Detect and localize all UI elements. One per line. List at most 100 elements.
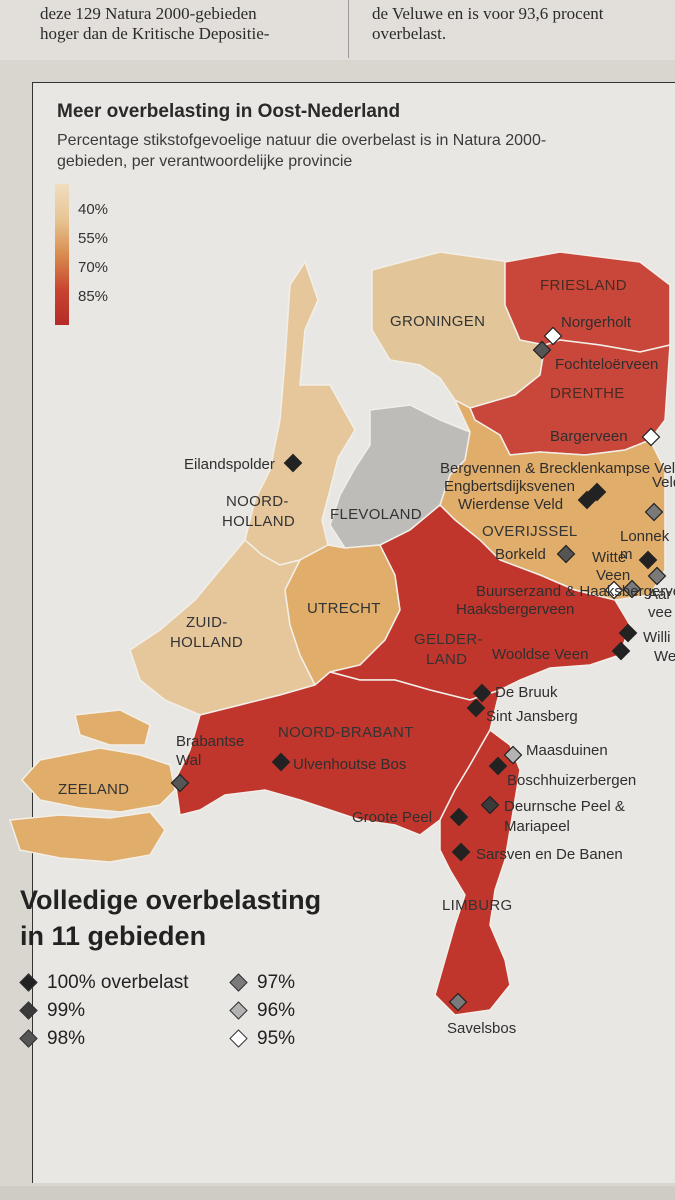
area-marker-icon — [622, 579, 642, 599]
area-marker-icon — [647, 566, 667, 586]
legend-title-line: Volledige overbelasting — [20, 885, 322, 915]
label-gelderland-1: GELDER- — [414, 631, 483, 648]
legend-item-95: 95% — [229, 1028, 296, 1050]
scale-label-40: 40% — [78, 201, 109, 218]
area-label-fochteloerveen: Fochteloërveen — [555, 356, 658, 373]
label-zuid-holland-2: HOLLAND — [170, 634, 243, 651]
area-marker-icon — [283, 453, 303, 473]
top-line: overbelast. — [372, 24, 447, 43]
column-rule — [348, 0, 349, 58]
label-utrecht: UTRECHT — [307, 600, 381, 617]
legend-item-label: 95% — [257, 1028, 296, 1049]
diamond-icon — [19, 1001, 38, 1021]
area-label-eilandspolder: Eilandspolder — [184, 456, 275, 473]
area-label-veld: Veld — [652, 474, 675, 491]
area-label-brabantse: Brabantse — [176, 733, 244, 750]
map-subtitle: Percentage stikstofgevoelige natuur die … — [57, 132, 547, 170]
legend-item-98: 98% — [19, 1028, 86, 1050]
label-gelderland-2: LAND — [426, 651, 467, 668]
area-marker-icon — [488, 756, 508, 776]
scale-label-55: 55% — [78, 230, 109, 247]
area-label-lonnek-2: m — [620, 546, 633, 563]
area-marker-icon — [543, 326, 563, 346]
color-scale-bar — [55, 184, 69, 325]
label-zuid-holland-1: ZUID- — [186, 614, 228, 631]
area-label-aar: Aar — [648, 586, 671, 603]
area-marker-icon — [577, 490, 597, 510]
area-label-witte-veen-2: Veen — [596, 567, 630, 584]
province-zeeland — [8, 709, 176, 863]
diamond-icon — [229, 973, 248, 993]
label-friesland: FRIESLAND — [540, 277, 627, 294]
label-drenthe: DRENTHE — [550, 385, 625, 402]
area-label-vee: vee — [648, 604, 672, 621]
label-noord-holland-2: HOLLAND — [222, 513, 295, 530]
area-marker-icon — [644, 502, 664, 522]
legend-title: Volledige overbelasting in 11 gebieden — [20, 882, 321, 954]
scale-label-70: 70% — [78, 259, 109, 276]
area-label-buurserzand: Buurserzand & Haaksbergerveen — [476, 583, 675, 600]
province-limburg — [434, 728, 521, 1016]
area-marker-icon — [611, 641, 631, 661]
label-flevoland: FLEVOLAND — [330, 506, 422, 523]
diamond-icon — [229, 1001, 248, 1021]
area-marker-icon — [170, 773, 190, 793]
legend-item-96: 96% — [229, 1000, 296, 1022]
area-markers — [170, 326, 667, 1012]
legend-item-label: 96% — [257, 1000, 296, 1021]
area-label-we: We — [654, 648, 675, 665]
area-label-norgerholt: Norgerholt — [561, 314, 632, 331]
scale-label-85: 85% — [78, 288, 109, 305]
area-marker-icon — [480, 795, 500, 815]
area-label-willi: Willi — [643, 629, 671, 646]
area-marker-icon — [556, 544, 576, 564]
area-label-boschhuizerbergen: Boschhuizerbergen — [507, 772, 636, 789]
area-label-lonnek: Lonnek — [620, 528, 670, 545]
diamond-icon — [19, 973, 38, 993]
area-label-de-bruuk: De Bruuk — [495, 684, 558, 701]
province-gelderland — [329, 503, 631, 701]
label-groningen: GRONINGEN — [390, 313, 485, 330]
area-marker-icon — [472, 683, 492, 703]
area-label-savelsbos: Savelsbos — [447, 1020, 516, 1037]
area-marker-icon — [451, 842, 471, 862]
legend-item-100: 100% overbelast — [19, 972, 189, 994]
area-label-wooldse-veen: Wooldse Veen — [492, 646, 588, 663]
area-label-groote-peel: Groote Peel — [352, 809, 432, 826]
area-label-sarsven: Sarsven en De Banen — [476, 846, 623, 863]
area-label-wierdense-veld: Wierdense Veld — [458, 496, 563, 513]
top-line: de Veluwe en is voor 93,6 procent — [372, 4, 604, 23]
label-overijssel: OVERIJSSEL — [482, 523, 578, 540]
label-limburg: LIMBURG — [442, 897, 512, 914]
province-noord-holland — [244, 260, 356, 566]
legend-item-label: 98% — [47, 1028, 86, 1049]
diamond-icon — [19, 1029, 38, 1049]
label-noord-holland-1: NOORD- — [226, 493, 289, 510]
area-marker-icon — [604, 580, 624, 600]
area-label-sint-jansberg: Sint Jansberg — [486, 708, 578, 725]
area-label-borkeld: Borkeld — [495, 546, 546, 563]
area-marker-icon — [503, 745, 523, 765]
area-label-bargerveen: Bargerveen — [550, 428, 628, 445]
area-marker-icon — [271, 752, 291, 772]
area-marker-icon — [449, 807, 469, 827]
area-marker-icon — [641, 427, 661, 447]
top-line: hoger dan de Kritische Depositie- — [40, 24, 270, 43]
top-line: deze 129 Natura 2000-gebieden — [40, 4, 257, 23]
area-label-bergvennen: Bergvennen & Brecklenkampse Veld — [440, 460, 675, 477]
province-friesland — [504, 251, 671, 353]
area-label-witte-veen-1: Witte — [592, 549, 626, 566]
top-text-right: de Veluwe en is voor 93,6 procent overbe… — [372, 4, 604, 44]
newspaper-top-text: deze 129 Natura 2000-gebieden hoger dan … — [0, 0, 675, 60]
area-marker-icon — [448, 992, 468, 1012]
area-label-haaksbergerveen: Haaksbergerveen — [456, 601, 574, 618]
area-label-wal: Wal — [176, 752, 201, 769]
page-footer-strip — [0, 1186, 675, 1200]
legend-title-line: in 11 gebieden — [20, 921, 207, 951]
area-marker-icon — [638, 550, 658, 570]
legend-item-label: 100% overbelast — [47, 972, 189, 993]
area-label-maasduinen: Maasduinen — [526, 742, 608, 759]
top-text-left: deze 129 Natura 2000-gebieden hoger dan … — [40, 4, 269, 44]
area-label-deurnsche-peel: Deurnsche Peel & — [504, 798, 625, 815]
